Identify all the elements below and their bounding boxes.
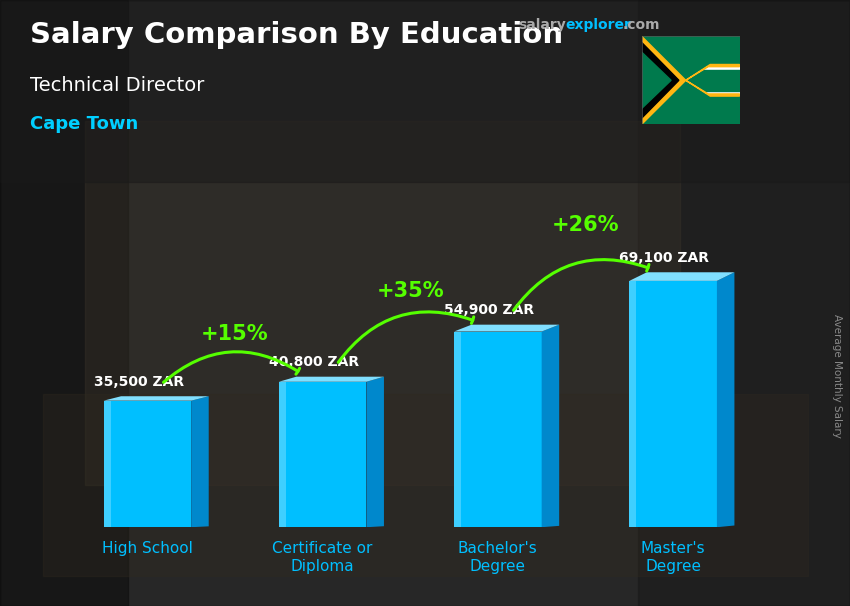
Bar	[42, 394, 807, 576]
Polygon shape	[629, 281, 717, 527]
Text: explorer: explorer	[565, 18, 631, 32]
Polygon shape	[191, 396, 209, 527]
Text: 35,500 ZAR: 35,500 ZAR	[94, 375, 184, 388]
Polygon shape	[541, 325, 559, 527]
Polygon shape	[642, 36, 740, 80]
Polygon shape	[104, 401, 191, 527]
Polygon shape	[686, 80, 740, 96]
Polygon shape	[717, 272, 734, 527]
Text: Technical Director: Technical Director	[30, 76, 204, 95]
Bar	[642, 36, 740, 65]
Text: Salary Comparison By Education: Salary Comparison By Education	[30, 21, 563, 49]
Polygon shape	[642, 52, 672, 108]
Bar	[642, 70, 740, 91]
Polygon shape	[686, 64, 740, 80]
Polygon shape	[629, 272, 734, 281]
Polygon shape	[104, 401, 111, 527]
Polygon shape	[279, 377, 384, 382]
Bar	[0, 0, 128, 606]
Text: +26%: +26%	[552, 216, 619, 236]
Polygon shape	[279, 382, 286, 527]
Text: +15%: +15%	[201, 324, 269, 344]
Text: 54,900 ZAR: 54,900 ZAR	[444, 303, 534, 317]
Polygon shape	[104, 396, 209, 401]
Text: 69,100 ZAR: 69,100 ZAR	[620, 251, 710, 265]
Polygon shape	[642, 42, 679, 118]
Text: .com: .com	[623, 18, 660, 32]
Bar	[85, 121, 680, 485]
Polygon shape	[642, 80, 740, 124]
Polygon shape	[642, 36, 686, 124]
Text: Average Monthly Salary: Average Monthly Salary	[832, 314, 842, 438]
Polygon shape	[629, 281, 637, 527]
Text: +35%: +35%	[377, 281, 444, 301]
Polygon shape	[454, 331, 461, 527]
Bar	[638, 0, 850, 606]
Polygon shape	[279, 382, 366, 527]
Polygon shape	[454, 331, 541, 527]
Text: salary: salary	[518, 18, 566, 32]
Polygon shape	[454, 325, 559, 331]
Bar	[0, 0, 850, 182]
Bar	[642, 65, 740, 95]
Text: Cape Town: Cape Town	[30, 115, 138, 133]
Text: 40,800 ZAR: 40,800 ZAR	[269, 355, 359, 369]
Bar	[642, 95, 740, 124]
Polygon shape	[366, 377, 384, 527]
